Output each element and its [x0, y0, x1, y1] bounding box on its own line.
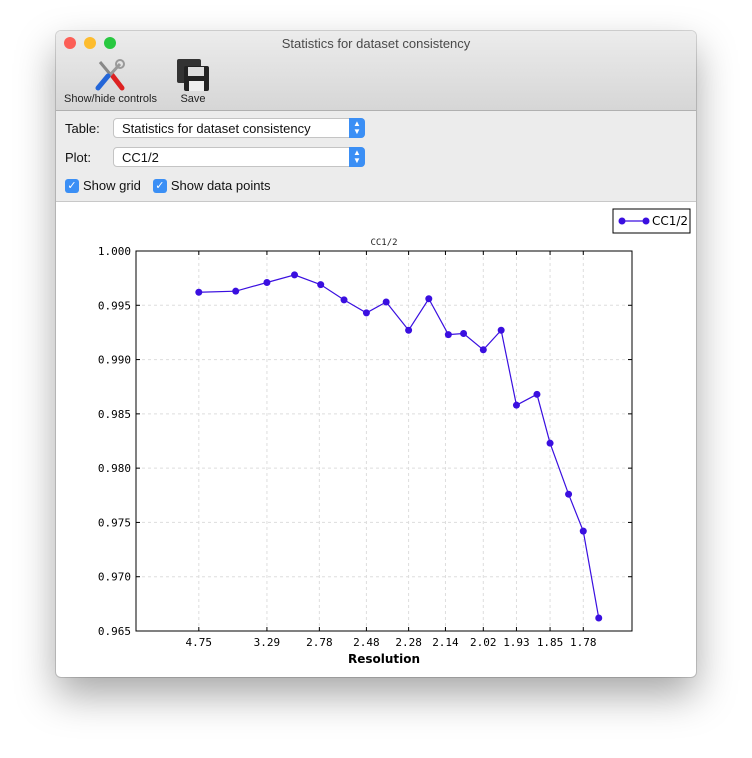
data-point — [195, 288, 203, 296]
data-point — [595, 614, 603, 622]
show-data-points-label: Show data points — [170, 178, 271, 193]
show-grid-label: Show grid — [83, 178, 141, 193]
data-point — [533, 390, 541, 398]
x-axis-label: Resolution — [348, 652, 420, 666]
data-point — [497, 326, 505, 334]
x-tick-label: 2.78 — [306, 636, 333, 649]
legend-label: CC1/2 — [652, 214, 688, 228]
show-hide-controls-label: Show/hide controls — [64, 93, 157, 105]
series-line — [198, 274, 600, 619]
checkmark-icon: ✓ — [65, 178, 79, 193]
data-point — [362, 309, 370, 317]
data-point — [546, 439, 554, 447]
save-button[interactable]: Save — [176, 58, 210, 105]
data-point — [444, 331, 452, 339]
y-tick-label: 0.995 — [98, 299, 131, 312]
data-point — [263, 278, 271, 286]
x-tick-label: 1.85 — [537, 636, 564, 649]
legend: CC1/2 — [612, 208, 691, 234]
data-point — [382, 298, 390, 306]
table-select-value: Statistics for dataset consistency — [122, 121, 311, 136]
minimize-button[interactable] — [84, 37, 96, 49]
data-point — [565, 490, 573, 498]
data-point — [460, 330, 468, 338]
close-button[interactable] — [64, 37, 76, 49]
app-window: Statistics for dataset consistency Show/… — [56, 31, 696, 677]
show-grid-checkbox[interactable]: ✓ Show grid — [65, 178, 141, 193]
legend-marker — [618, 217, 626, 225]
table-select[interactable]: Statistics for dataset consistency ▲ ▼ — [113, 118, 365, 138]
table-label: Table: — [65, 120, 100, 136]
x-tick-label: 1.93 — [503, 636, 530, 649]
data-point — [291, 271, 299, 279]
plot-label: Plot: — [65, 149, 92, 165]
y-tick-label: 0.965 — [98, 625, 131, 638]
legend-marker — [642, 217, 650, 225]
x-tick-label: 2.14 — [432, 636, 459, 649]
controls-panel: Table: Statistics for dataset consistenc… — [56, 111, 696, 202]
x-tick-label: 2.02 — [470, 636, 497, 649]
x-tick-label: 2.28 — [395, 636, 422, 649]
data-point — [317, 281, 325, 289]
title-bar: Statistics for dataset consistency Show/… — [56, 31, 696, 111]
show-data-points-checkbox[interactable]: ✓ Show data points — [152, 178, 271, 193]
y-tick-label: 0.975 — [98, 516, 131, 529]
plot-select-value: CC1/2 — [122, 150, 159, 165]
data-point — [579, 527, 587, 535]
chevron-up-down-icon: ▲ ▼ — [349, 118, 365, 138]
tools-icon — [95, 59, 126, 91]
data-point — [479, 346, 487, 354]
chevron-up-down-icon: ▲ ▼ — [349, 147, 365, 167]
x-tick-label: 4.75 — [186, 636, 213, 649]
plot-canvas: CC1/2 Resolution 1.000 0.995 0.990 0.985 0.9… — [98, 208, 691, 666]
x-tick-label: 3.29 — [254, 636, 281, 649]
y-tick-label: 0.980 — [98, 462, 131, 475]
zoom-button[interactable] — [104, 37, 116, 49]
chart-title: CC1/2 — [370, 238, 397, 248]
checkmark-icon: ✓ — [152, 178, 167, 193]
save-label: Save — [180, 93, 206, 105]
plot-select[interactable]: CC1/2 ▲ ▼ — [113, 147, 365, 167]
plot-frame — [135, 250, 633, 632]
data-point — [405, 326, 413, 334]
show-hide-controls-button[interactable]: Show/hide controls — [64, 58, 157, 105]
x-tick-label: 2.48 — [353, 636, 380, 649]
y-tick-label: 0.970 — [98, 571, 131, 584]
data-point — [232, 287, 240, 295]
save-icon — [177, 59, 209, 91]
data-point — [425, 295, 433, 303]
y-tick-label: 0.990 — [98, 354, 131, 367]
y-tick-label: 1.000 — [98, 245, 131, 258]
x-tick-label: 1.78 — [570, 636, 597, 649]
data-point — [512, 401, 520, 409]
window-title: Statistics for dataset consistency — [281, 36, 471, 51]
y-tick-label: 0.985 — [98, 408, 131, 421]
data-point — [340, 296, 348, 304]
